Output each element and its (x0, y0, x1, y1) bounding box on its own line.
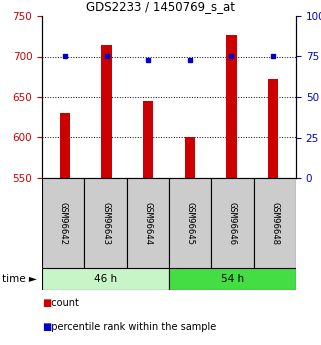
Text: 46 h: 46 h (94, 274, 117, 284)
Text: GDS2233 / 1450769_s_at: GDS2233 / 1450769_s_at (86, 0, 235, 13)
Bar (169, 178, 211, 268)
Text: GSM96643: GSM96643 (101, 201, 110, 245)
Text: GSM96642: GSM96642 (59, 201, 68, 245)
Bar (226, 34, 237, 178)
Bar (185, 137, 195, 178)
Text: ■: ■ (42, 298, 51, 308)
Bar (143, 101, 153, 178)
Text: GSM96646: GSM96646 (228, 201, 237, 245)
Bar (254, 178, 296, 268)
Bar (127, 178, 169, 268)
Bar (101, 45, 112, 178)
Text: GSM96644: GSM96644 (143, 201, 152, 245)
Bar (84, 178, 127, 268)
Bar (60, 113, 70, 178)
Bar (42, 178, 84, 268)
Text: GSM96648: GSM96648 (270, 201, 279, 245)
Text: count: count (45, 298, 79, 308)
Text: time ►: time ► (2, 274, 37, 284)
Bar (169, 268, 296, 290)
Bar (268, 79, 278, 178)
Bar (42, 268, 169, 290)
Text: percentile rank within the sample: percentile rank within the sample (45, 322, 216, 332)
Text: GSM96645: GSM96645 (186, 201, 195, 245)
Text: 54 h: 54 h (221, 274, 244, 284)
Bar (211, 178, 254, 268)
Text: ■: ■ (42, 322, 51, 332)
